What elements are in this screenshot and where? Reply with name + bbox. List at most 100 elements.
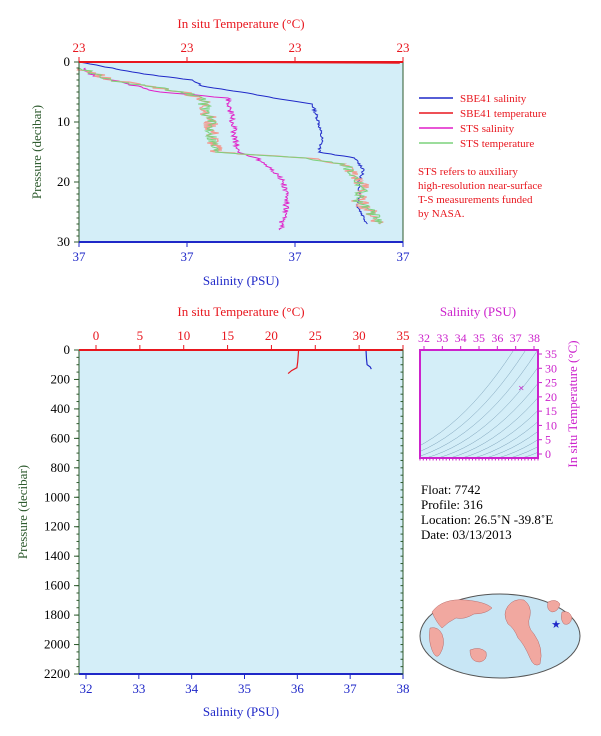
float-id: Float: 7742 xyxy=(421,482,481,497)
bottom-pressure-tick-label: 2000 xyxy=(44,637,70,652)
ts-temperature-tick-label: 25 xyxy=(545,376,557,390)
top-temperature-tick-label: 23 xyxy=(397,40,410,55)
ts-density-contour xyxy=(420,350,538,457)
legend-item-sts-temperature: STS temperature xyxy=(419,138,534,150)
legend-note-line: by NASA. xyxy=(418,208,465,220)
location: Location: 26.5˚N -39.8˚E xyxy=(421,512,553,527)
bottom-salinity-tick-label: 36 xyxy=(291,681,305,696)
top-pressure-tick-label: 0 xyxy=(64,54,71,69)
map-landmass-greenland xyxy=(547,600,561,613)
bottom-temperature-tick-label: 5 xyxy=(137,328,144,343)
top-series-sts-temperature xyxy=(78,67,383,225)
bottom-pressure-tick-label: 1800 xyxy=(44,607,70,622)
ts-temperature-tick-label: 30 xyxy=(545,361,557,375)
top-salinity-tick-label: 37 xyxy=(397,249,411,264)
bottom-salinity-tick-label: 35 xyxy=(238,681,251,696)
legend-note-line: STS refers to auxiliary xyxy=(418,166,518,178)
map-landmass-africa xyxy=(429,627,444,657)
top-salinity-tick-label: 37 xyxy=(181,249,195,264)
ts-temperature-tick-label: 35 xyxy=(545,347,557,361)
float-location-marker-icon: ★ xyxy=(551,619,561,631)
bottom-pressure-axis-title: Pressure (decibar) xyxy=(15,465,30,559)
ts-temperature-tick-label: 10 xyxy=(545,418,557,432)
bottom-series-sbe41-salinity xyxy=(365,349,372,370)
bottom-pressure-tick-label: 0 xyxy=(64,342,71,357)
bottom-temperature-axis-title: In situ Temperature (°C) xyxy=(177,304,304,319)
ts-salinity-tick-label: 38 xyxy=(528,331,540,345)
ts-density-contours xyxy=(420,350,538,458)
top-temperature-axis-title: In situ Temperature (°C) xyxy=(177,16,304,31)
bottom-pressure-tick-label: 1200 xyxy=(44,519,70,534)
ts-density-contour xyxy=(437,382,538,458)
float-info: Float: 7742 Profile: 316 Location: 26.5˚… xyxy=(421,482,553,542)
location-map: ★ xyxy=(419,593,581,679)
top-pressure-axis-title: Pressure (decibar) xyxy=(29,105,44,199)
ts-temperature-tick-label: 5 xyxy=(545,433,551,447)
bottom-profile-chart: 0 5 10 15 20 25 30 35 32 33 34 35 36 37 38 0 200 400 600 80… xyxy=(15,304,410,719)
bottom-tick-group: 0 5 10 15 20 25 30 35 32 33 34 35 36 37 38 0 200 400 600 80… xyxy=(44,328,410,696)
bottom-salinity-axis-title: Salinity (PSU) xyxy=(203,704,279,719)
bottom-pressure-tick-label: 2200 xyxy=(44,666,70,681)
bottom-salinity-tick-label: 33 xyxy=(132,681,145,696)
bottom-pressure-tick-label: 400 xyxy=(51,401,71,416)
ts-density-contour xyxy=(473,421,538,458)
bottom-salinity-tick-label: 37 xyxy=(344,681,358,696)
top-salinity-tick-label: 37 xyxy=(73,249,87,264)
top-salinity-tick-label: 37 xyxy=(289,249,303,264)
ts-salinity-tick-label: 35 xyxy=(473,331,485,345)
map-landmass-americas xyxy=(504,599,542,666)
ts-salinity-axis-title: Salinity (PSU) xyxy=(440,304,516,319)
top-temperature-tick-label: 23 xyxy=(181,40,194,55)
bottom-temperature-tick-label: 25 xyxy=(309,328,322,343)
legend: SBE41 salinity SBE41 temperature STS sal… xyxy=(418,93,547,220)
legend-label: STS temperature xyxy=(460,138,534,150)
legend-item-sbe41-temperature: SBE41 temperature xyxy=(419,108,547,120)
bottom-temperature-tick-label: 30 xyxy=(353,328,366,343)
bottom-pressure-tick-label: 200 xyxy=(51,371,71,386)
top-pressure-tick-label: 30 xyxy=(57,234,70,249)
bottom-pressure-tick-label: 600 xyxy=(51,430,71,445)
profile-number: Profile: 316 xyxy=(421,497,483,512)
ts-temperature-tick-label: 0 xyxy=(545,447,551,461)
bottom-salinity-tick-label: 32 xyxy=(80,681,93,696)
legend-label: SBE41 temperature xyxy=(460,108,547,120)
ts-plot-area xyxy=(420,350,538,458)
bottom-pressure-tick-label: 1400 xyxy=(44,548,70,563)
top-temperature-tick-label: 23 xyxy=(73,40,86,55)
bottom-temperature-tick-label: 35 xyxy=(397,328,410,343)
bottom-temperature-tick-label: 15 xyxy=(221,328,234,343)
map-landmass-australia xyxy=(469,648,487,663)
legend-item-sbe41-salinity: SBE41 salinity xyxy=(419,93,527,105)
ts-salinity-tick-label: 33 xyxy=(436,331,448,345)
top-salinity-axis-title: Salinity (PSU) xyxy=(203,273,279,288)
top-pressure-tick-label: 20 xyxy=(57,174,70,189)
map-landmass-europe xyxy=(561,611,573,625)
legend-label: STS salinity xyxy=(460,123,515,135)
ts-salinity-tick-label: 32 xyxy=(418,331,430,345)
bottom-pressure-tick-label: 1600 xyxy=(44,578,70,593)
ts-density-contour xyxy=(425,366,538,458)
legend-note-line: high-resolution near-surface xyxy=(418,180,542,192)
map-landmass-eurasia xyxy=(431,599,493,629)
ts-density-contour xyxy=(420,350,526,452)
ts-density-contour xyxy=(497,439,538,458)
ts-data-point: × xyxy=(518,384,525,393)
legend-item-sts-salinity: STS salinity xyxy=(419,123,515,135)
legend-note-line: T-S measurements funded xyxy=(418,194,533,206)
bottom-plot-area xyxy=(79,350,403,674)
ts-temperature-axis-title: In situ Temperature (°C) xyxy=(565,340,580,467)
top-plot-area xyxy=(79,62,403,242)
ts-salinity-tick-label: 36 xyxy=(491,331,503,345)
ts-temperature-tick-label: 15 xyxy=(545,404,557,418)
top-tick-group: 23 23 23 23 37 37 37 37 0 10 20 30 xyxy=(57,40,410,264)
ts-salinity-tick-label: 37 xyxy=(510,331,522,345)
bottom-salinity-tick-label: 38 xyxy=(397,681,410,696)
bottom-pressure-tick-label: 1000 xyxy=(44,489,70,504)
top-pressure-tick-label: 10 xyxy=(57,114,70,129)
ts-density-contour xyxy=(485,430,538,458)
ts-density-contour xyxy=(509,446,538,458)
top-profile-chart: 23 23 23 23 37 37 37 37 0 10 20 30 In situ Temperat… xyxy=(29,16,410,288)
